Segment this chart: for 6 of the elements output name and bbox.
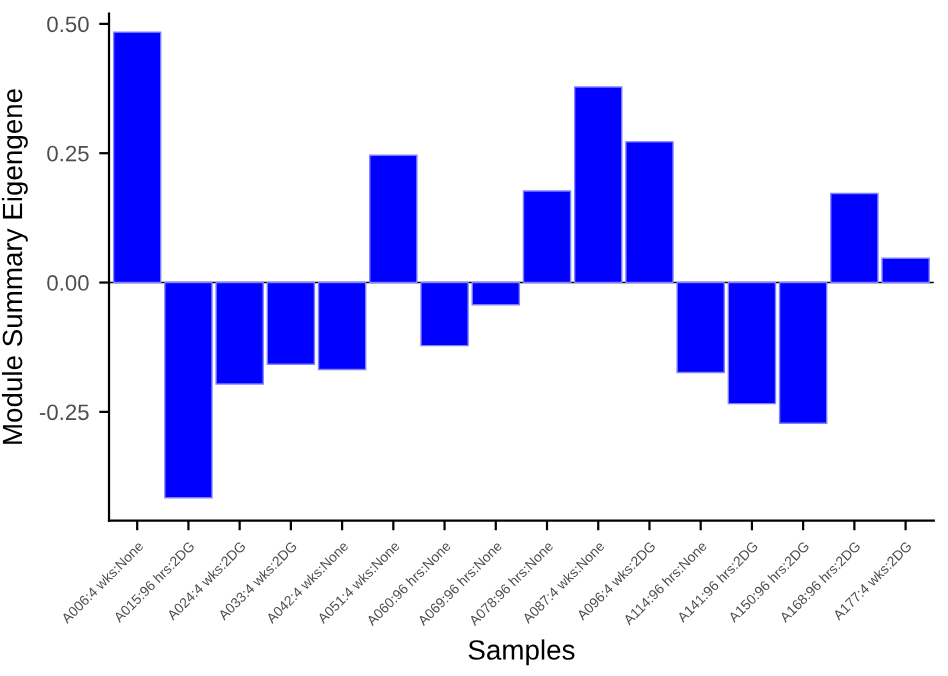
x-axis-title: Samples	[468, 639, 575, 666]
y-tick-label: 0.25	[47, 145, 89, 162]
y-tick-label: 0.00	[47, 275, 89, 291]
y-tick-label: -0.25	[39, 404, 89, 421]
y-axis-title: Module Summary Eigengene	[1, 89, 28, 444]
y-tick-label: 0.50	[47, 16, 89, 33]
